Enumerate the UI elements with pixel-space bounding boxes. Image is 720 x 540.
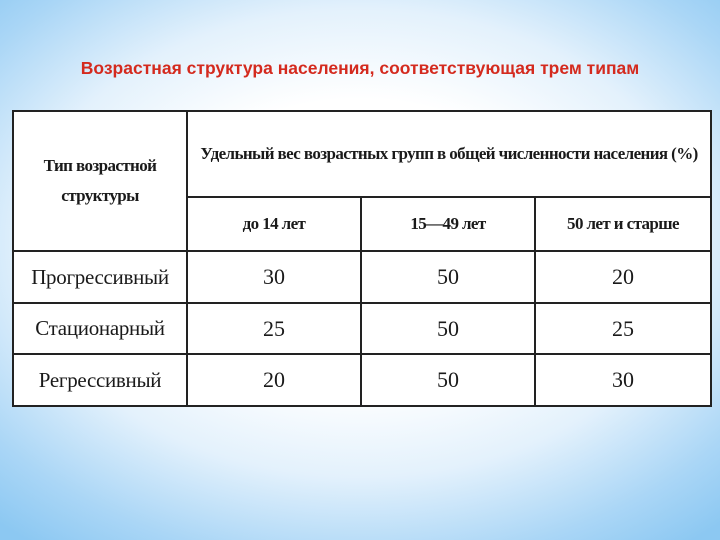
table-row: Регрессивный 20 50 30 bbox=[12, 353, 713, 407]
row-label: Стационарный bbox=[12, 302, 188, 355]
column-header: 15—49 лет bbox=[360, 196, 536, 252]
row-label: Регрессивный bbox=[12, 353, 188, 407]
age-structure-table: Тип возрастной структуры Удельный вес во… bbox=[12, 110, 713, 407]
table-row: Стационарный 25 50 25 bbox=[12, 302, 713, 355]
table-cell: 25 bbox=[186, 302, 362, 355]
table-cell: 20 bbox=[186, 353, 362, 407]
table-row: Прогрессивный 30 50 20 bbox=[12, 250, 713, 304]
table-header-row: Тип возрастной структуры Удельный вес во… bbox=[12, 110, 713, 252]
table-cell: 50 bbox=[360, 302, 536, 355]
table-cell: 20 bbox=[533, 250, 713, 304]
table-cell: 30 bbox=[186, 250, 362, 304]
table-cell: 50 bbox=[360, 250, 536, 304]
table-cell: 25 bbox=[533, 302, 713, 355]
column-header: до 14 лет bbox=[186, 196, 362, 252]
table-cell: 30 bbox=[533, 353, 713, 407]
slide-title: Возрастная структура населения, соответс… bbox=[80, 58, 640, 78]
group-header-cell: Удельный вес возрастных групп в общей чи… bbox=[185, 110, 713, 198]
table-cell: 50 bbox=[360, 353, 536, 407]
row-label: Прогрессивный bbox=[12, 250, 188, 304]
column-header: 50 лет и старше bbox=[533, 196, 713, 252]
table-subheader-row: до 14 лет 15—49 лет 50 лет и старше bbox=[13, 196, 713, 252]
type-header-cell: Тип возрастной структуры bbox=[12, 110, 188, 252]
